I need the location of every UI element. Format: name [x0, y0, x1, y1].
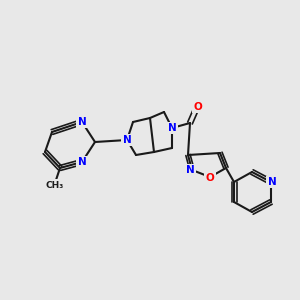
Text: O: O	[206, 173, 214, 183]
Text: N: N	[78, 157, 86, 167]
Text: N: N	[78, 117, 86, 127]
Text: N: N	[123, 135, 131, 145]
Text: N: N	[168, 123, 176, 133]
Text: N: N	[268, 177, 276, 187]
Text: N: N	[186, 165, 194, 175]
Text: O: O	[194, 102, 202, 112]
Text: CH₃: CH₃	[46, 181, 64, 190]
